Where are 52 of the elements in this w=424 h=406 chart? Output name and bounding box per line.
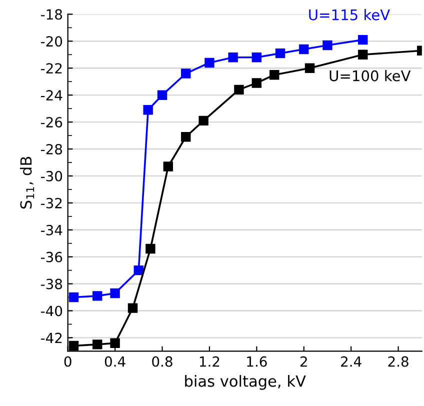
point xyxy=(204,58,214,68)
point xyxy=(180,68,191,78)
point xyxy=(198,116,208,126)
y-tick-label: -24 xyxy=(40,90,62,100)
point xyxy=(110,338,120,348)
point xyxy=(143,105,153,115)
x-tick-label: 1.6 xyxy=(247,356,267,367)
y-tick-label: -36 xyxy=(40,252,62,262)
point xyxy=(68,340,79,351)
point xyxy=(134,265,144,276)
y-tick-label: -26 xyxy=(40,117,62,128)
point xyxy=(180,132,191,142)
y-tick-label: -38 xyxy=(40,278,62,290)
point xyxy=(252,52,262,62)
point xyxy=(92,340,102,350)
x-tick-label: 0 xyxy=(64,356,72,367)
x-tick-label: 2.8 xyxy=(388,356,408,367)
x-tick-label: 2.4 xyxy=(341,356,362,367)
y-tick-label: -40 xyxy=(40,306,62,316)
point xyxy=(163,162,174,172)
y-axis-title: S$_{11}$, dB xyxy=(20,156,34,209)
point xyxy=(128,303,138,313)
point xyxy=(146,244,156,254)
point xyxy=(252,78,262,88)
x-tick-label: 0.8 xyxy=(152,356,172,367)
x-tick-label: 0.4 xyxy=(104,356,126,367)
point xyxy=(358,50,368,60)
x-tick-label: 2 xyxy=(300,356,307,367)
point xyxy=(299,44,309,54)
point xyxy=(322,40,332,50)
point xyxy=(157,90,168,100)
y-tick-label: -30 xyxy=(40,170,62,182)
point xyxy=(68,292,79,302)
y-tick-label: -20 xyxy=(40,36,62,47)
y-tick-label: -34 xyxy=(40,224,62,236)
y-tick-label: -32 xyxy=(40,198,62,208)
series-label: U=115 keV xyxy=(309,9,390,20)
point xyxy=(270,70,280,80)
y-tick-label: -18 xyxy=(40,9,62,20)
x-axis-title: bias voltage, kV xyxy=(185,375,306,390)
point xyxy=(275,48,286,58)
point xyxy=(228,52,238,62)
point xyxy=(304,63,315,73)
series-label: U=100 keV xyxy=(330,70,411,82)
y-tick-label: -28 xyxy=(40,144,62,154)
point xyxy=(92,291,102,301)
x-tick-label: 1.2 xyxy=(200,356,220,367)
point xyxy=(234,84,244,95)
point xyxy=(358,34,368,45)
y-tick-label: -42 xyxy=(40,332,62,343)
y-tick-label: -22 xyxy=(40,63,62,74)
point xyxy=(110,288,120,298)
